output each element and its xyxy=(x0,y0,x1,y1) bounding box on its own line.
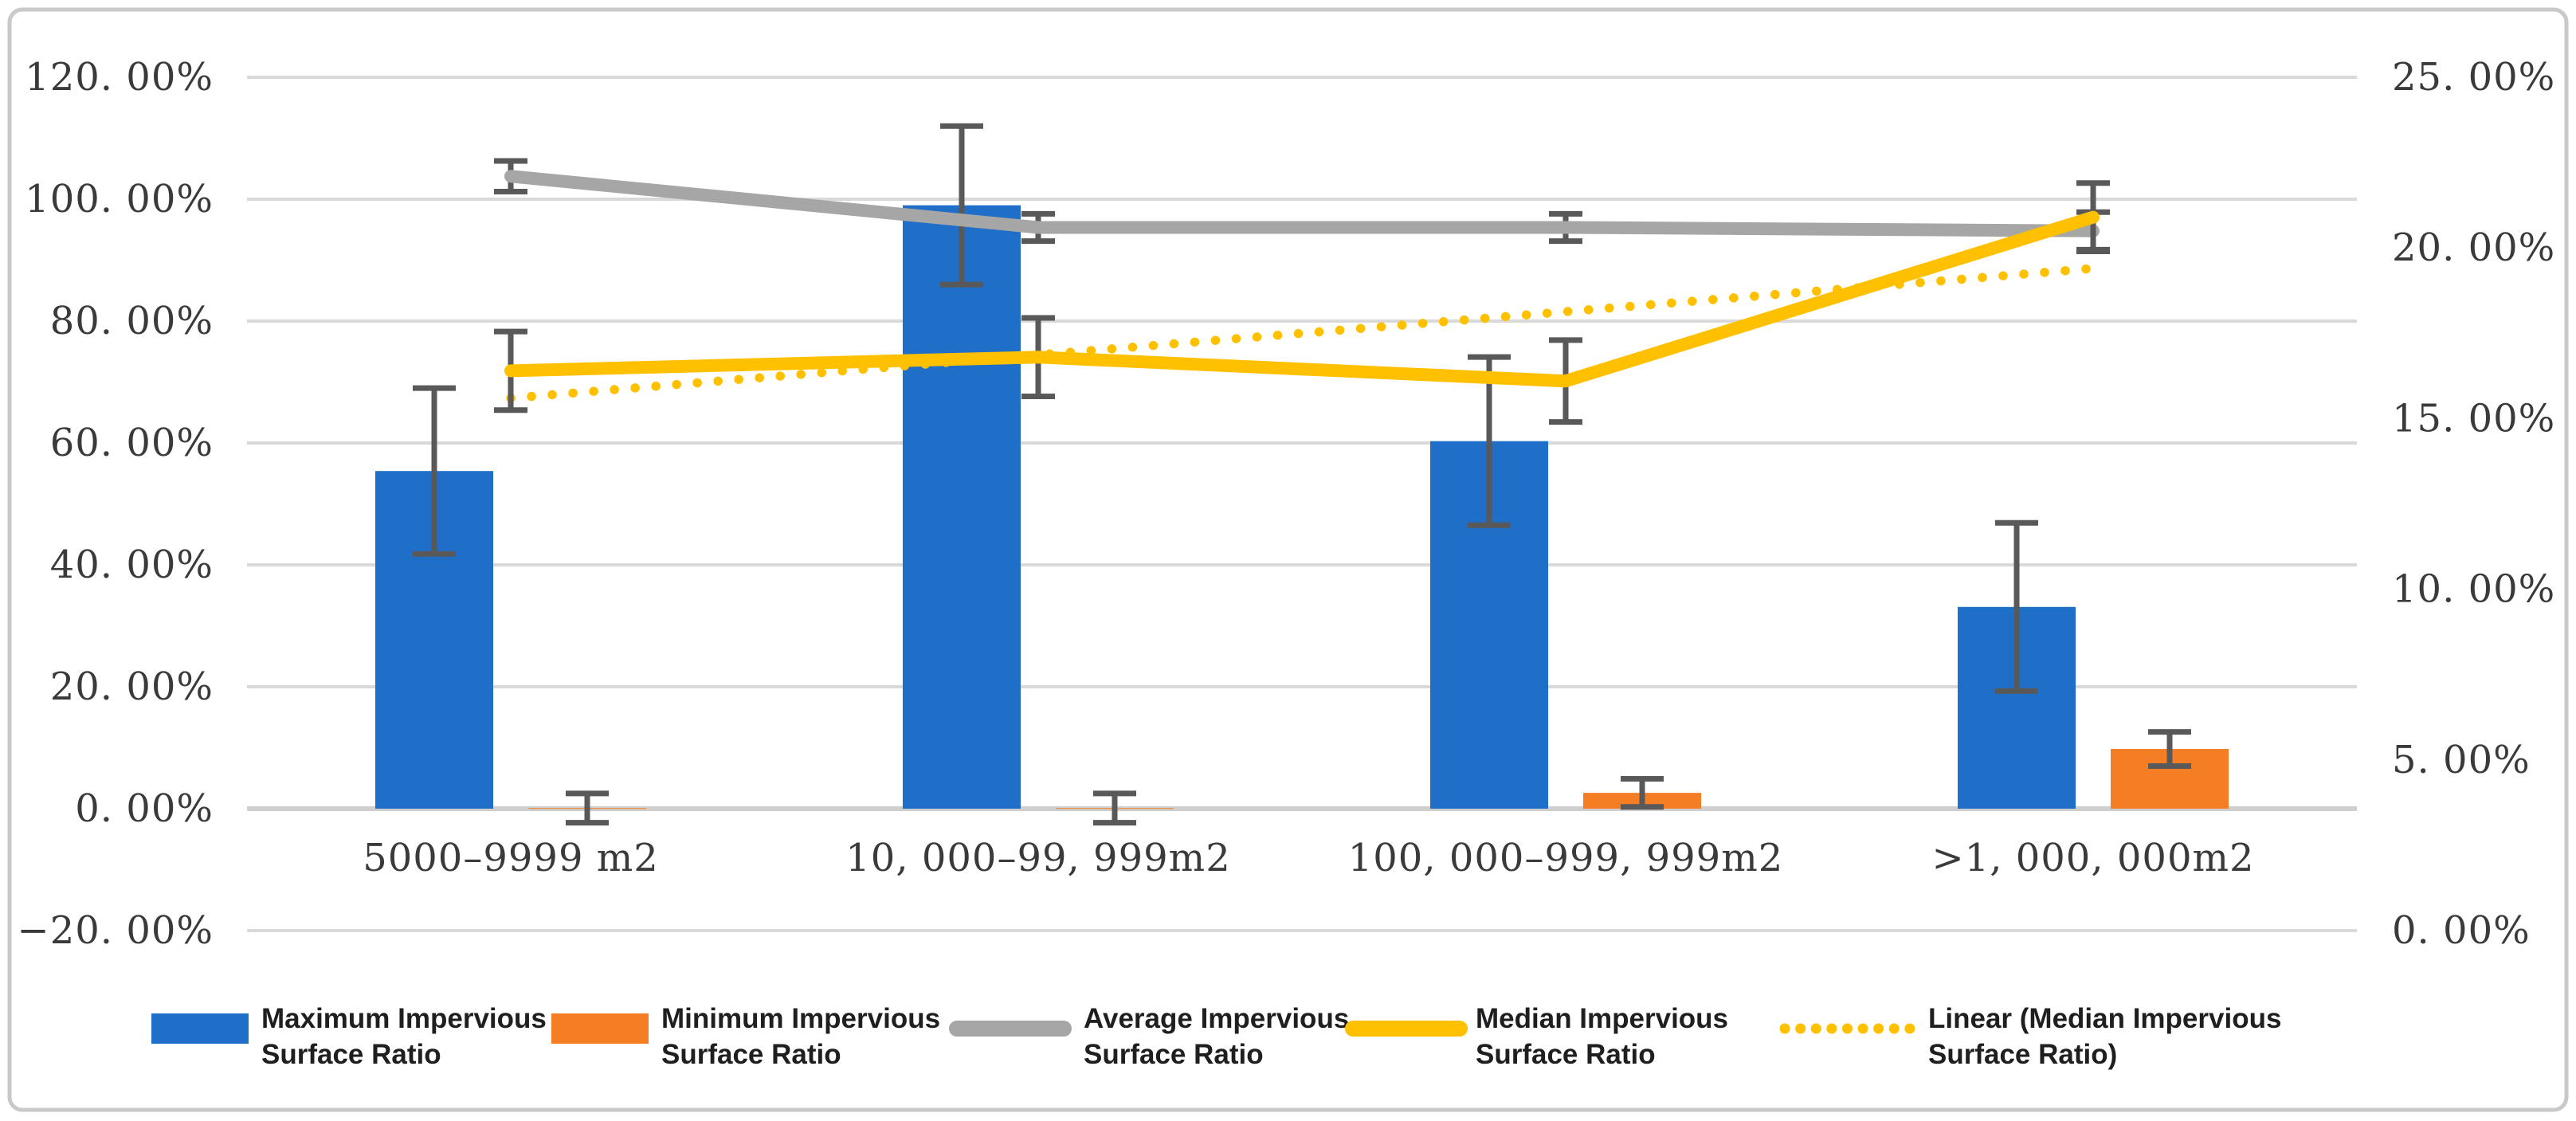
legend-label-line1: Minimum Impervious xyxy=(661,1003,940,1034)
error-bar-minimum-3 xyxy=(2148,729,2191,769)
left-axis-tick: 120. 00% xyxy=(25,55,214,100)
left-axis-tick: 60. 00% xyxy=(50,421,214,465)
legend-label-line2: Surface Ratio xyxy=(261,1039,441,1070)
right-axis-tick: 0. 00% xyxy=(2392,908,2531,953)
left-axis-tick: 20. 00% xyxy=(50,664,214,709)
right-axis-tick: 15. 00% xyxy=(2392,396,2555,441)
left-axis-tick: 40. 00% xyxy=(50,543,214,587)
left-axis-tick: 100. 00% xyxy=(25,177,214,221)
legend-label-line1: Median Impervious xyxy=(1476,1003,1728,1034)
legend-item-4: Linear (Median Impervious Surface Ratio) xyxy=(1779,1003,2281,1070)
error-bar-maximum-2 xyxy=(1468,354,1511,528)
legend-item-0: Maximum Impervious Surface Ratio xyxy=(151,1003,547,1070)
legend-swatch-bar-0 xyxy=(151,1013,249,1044)
right-axis-tick: 20. 00% xyxy=(2392,225,2555,270)
legend-item-1: Minimum Impervious Surface Ratio xyxy=(551,1003,940,1070)
trendline-median xyxy=(506,264,2098,403)
figure-border xyxy=(7,7,2569,1112)
right-axis: 25. 00% 20. 00% 15. 00% 10. 00% 5. 00% 0. 00% xyxy=(2392,55,2555,953)
right-axis-tick: 25. 00% xyxy=(2392,55,2555,100)
line-error-bars-median xyxy=(494,180,2110,425)
error-bar-minimum-2 xyxy=(1621,776,1664,810)
right-axis-tick: 10. 00% xyxy=(2392,567,2555,612)
legend-label-line2: Surface Ratio xyxy=(661,1039,841,1070)
line-median xyxy=(504,210,2100,388)
gridlines xyxy=(247,76,2357,932)
error-bar-maximum-1 xyxy=(940,123,983,288)
legend-label-line1: Maximum Impervious xyxy=(261,1003,547,1034)
x-axis-category-label: 10, 000–99, 999m2 xyxy=(845,836,1230,880)
legend-item-3: Median Impervious Surface Ratio xyxy=(1345,1003,1728,1070)
legend-label-line1: Average Impervious xyxy=(1084,1003,1349,1034)
legend-label-line2: Surface Ratio xyxy=(1084,1039,1264,1070)
line-error-bars-average xyxy=(494,158,2110,253)
bar-maximum-1 xyxy=(903,205,1021,809)
x-axis-category-label: >1, 000, 000m2 xyxy=(1931,836,2254,880)
legend-item-2: Average Impervious Surface Ratio xyxy=(949,1003,1349,1070)
legend-label-line2: Surface Ratio xyxy=(1476,1039,1656,1070)
bar-error-bars xyxy=(413,123,2038,694)
error-bar-minimum-0 xyxy=(566,790,609,826)
error-bar-maximum-3 xyxy=(1995,519,2038,694)
bar-error-bars xyxy=(566,729,2191,826)
x-axis-labels: 5000–9999 m2 10, 000–99, 999m2 100, 000–99… xyxy=(363,836,2254,880)
left-axis: 120. 00% 100. 00% 80. 00% 60. 00% 40. 00% 20.… xyxy=(18,55,214,953)
line-average xyxy=(504,170,2100,237)
left-axis-tick: −20. 00% xyxy=(18,908,214,953)
legend-label-line1: Linear (Median Impervious xyxy=(1928,1003,2281,1034)
legend-swatch-bar-1 xyxy=(551,1013,649,1044)
error-bar-maximum-0 xyxy=(413,385,456,557)
error-bar-minimum-1 xyxy=(1093,790,1136,826)
x-axis-category-label: 5000–9999 m2 xyxy=(363,836,659,880)
x-axis-category-label: 100, 000–999, 999m2 xyxy=(1348,836,1784,880)
legend-label-line2: Surface Ratio) xyxy=(1928,1039,2117,1070)
right-axis-tick: 5. 00% xyxy=(2392,738,2531,782)
left-axis-tick: 0. 00% xyxy=(75,786,214,831)
left-axis-tick: 80. 00% xyxy=(50,299,214,343)
